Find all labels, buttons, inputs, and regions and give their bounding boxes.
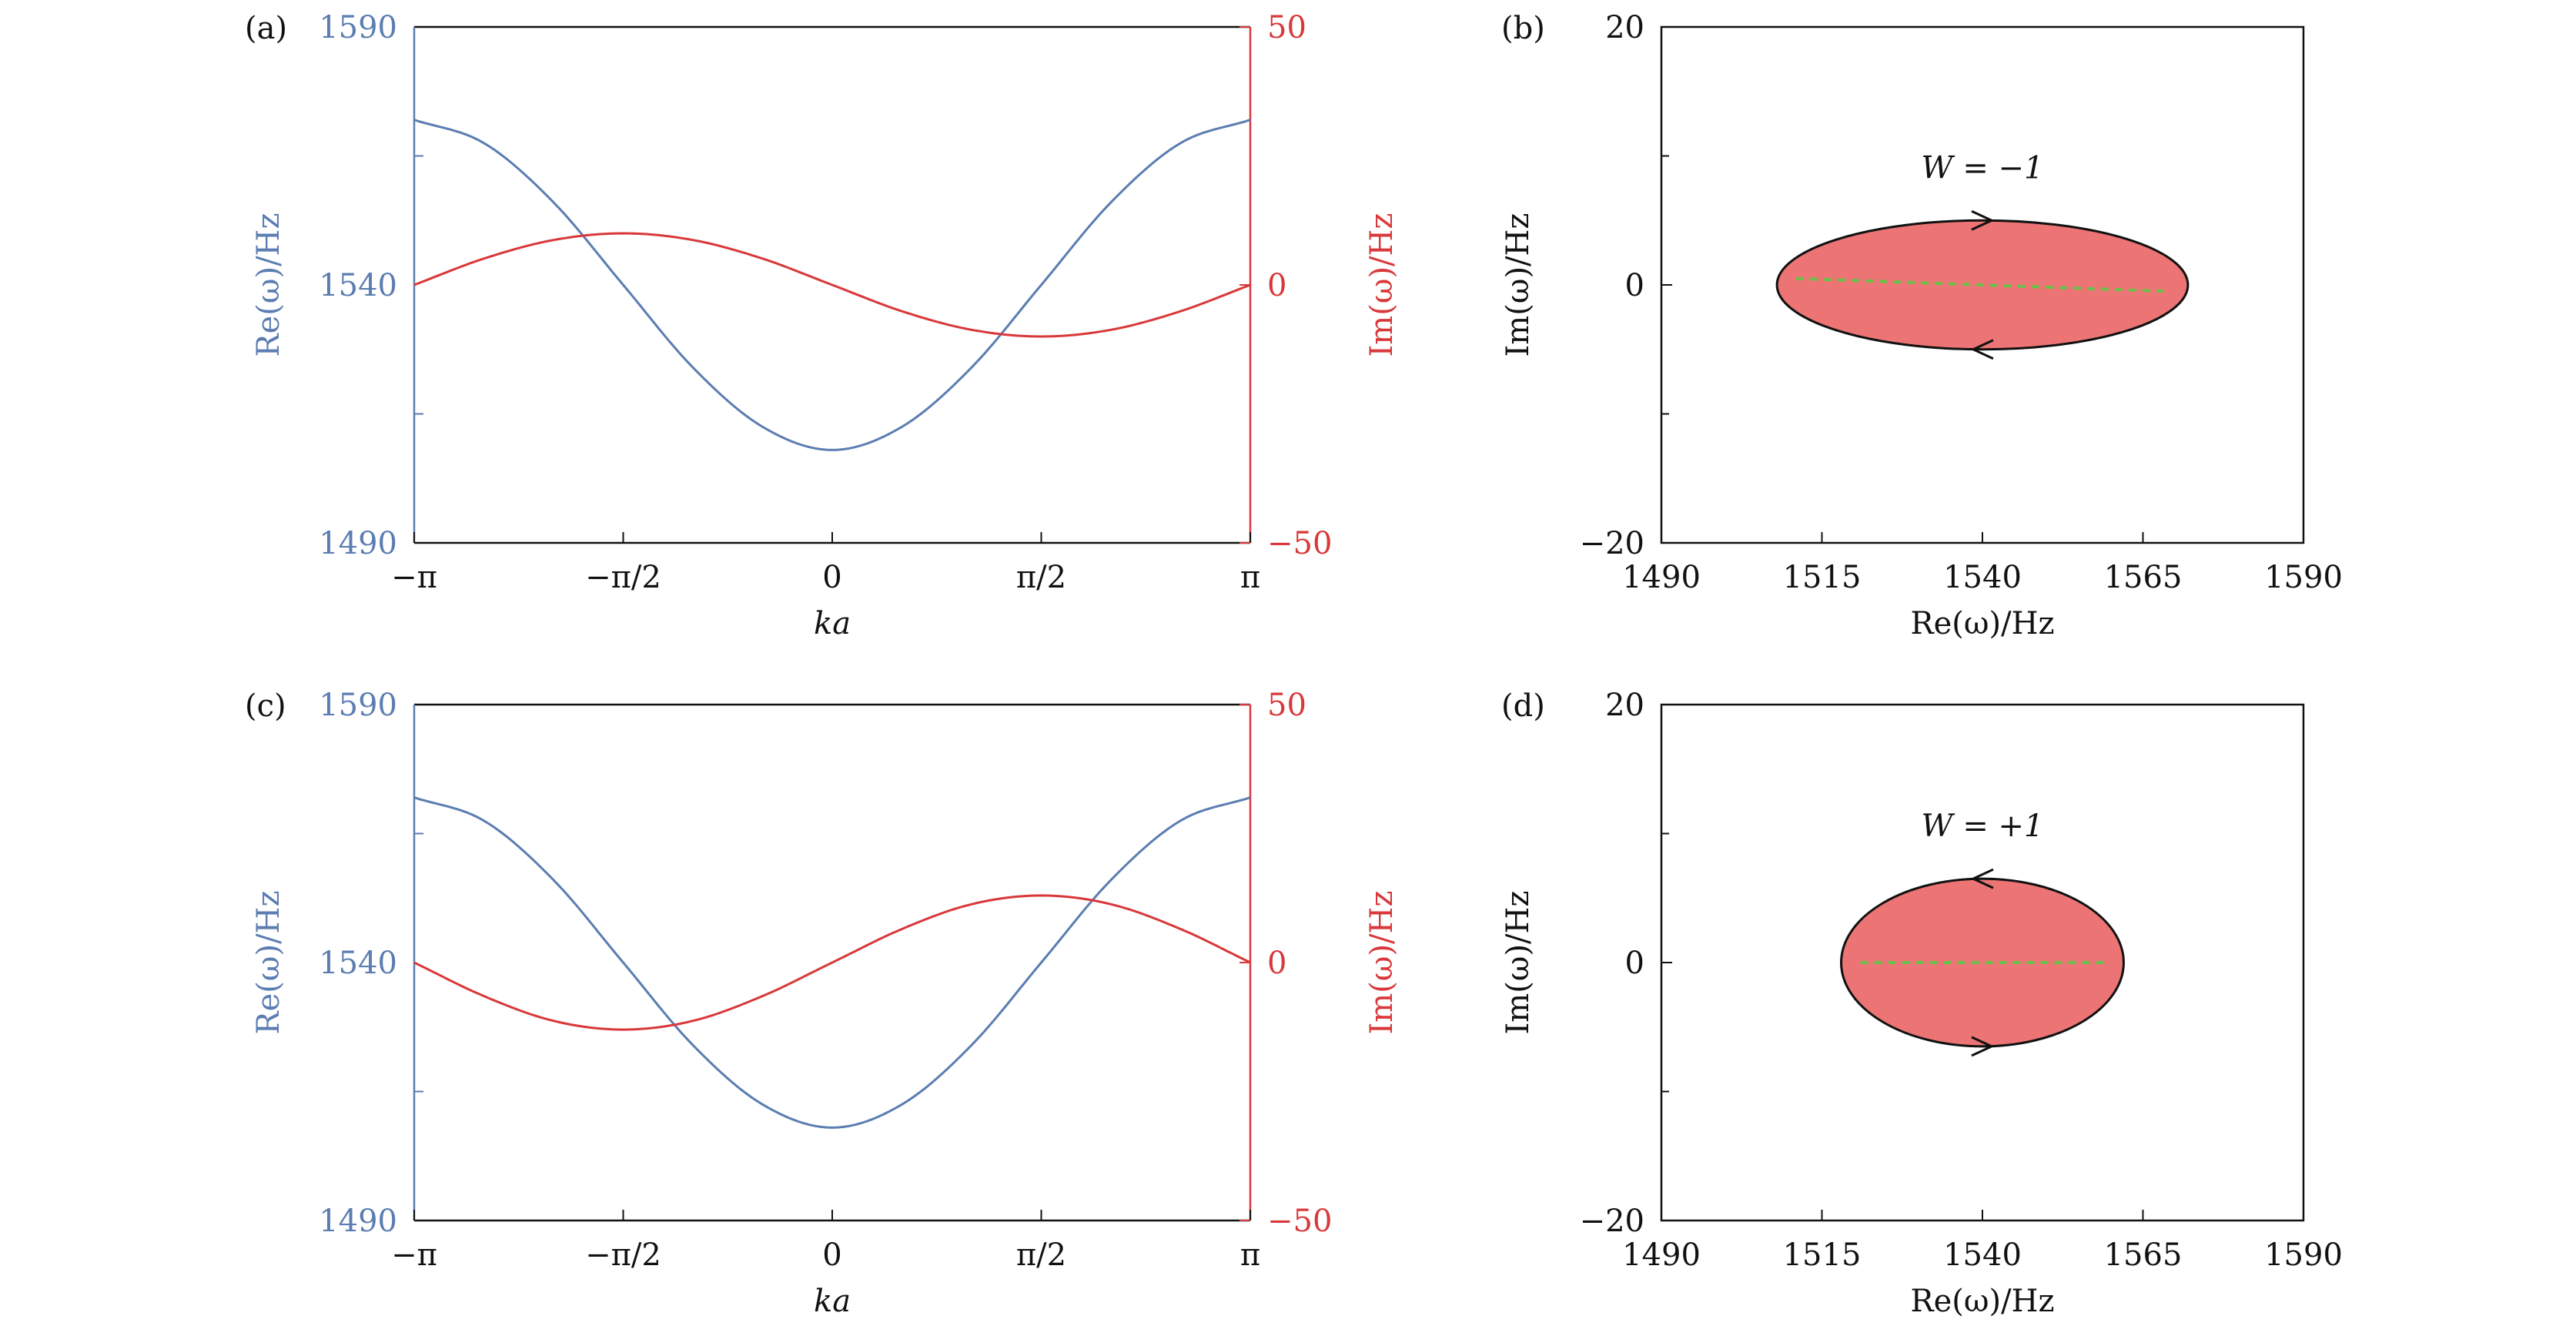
panel-label: (a) xyxy=(245,11,287,46)
x-tick-label: −π/2 xyxy=(585,1237,661,1273)
right-y-tick-label: 50 xyxy=(1267,688,1306,723)
left-y-axis-label: Re(ω)/Hz xyxy=(251,890,286,1034)
x-tick-label: −π/2 xyxy=(585,560,661,595)
x-tick-label: 0 xyxy=(822,1237,841,1273)
x-tick-label: 1590 xyxy=(2264,560,2343,595)
x-tick-label: 1565 xyxy=(2104,1237,2183,1273)
dashed-spectrum-segment xyxy=(1796,276,2169,293)
x-tick-label: −π xyxy=(391,1237,437,1273)
x-tick-label: 1515 xyxy=(1783,560,1862,595)
imag-part-curve xyxy=(413,894,1251,1031)
bottom-direction-arrow-icon xyxy=(1970,339,1994,360)
bottom-direction-arrow-icon xyxy=(1971,1036,1995,1057)
x-tick-label: 1490 xyxy=(1622,1237,1701,1273)
panel-a: −π −π/2 0 π/2 π 1590 1540 1490 50 0 −50 ka Re(ω)/Hz I… xyxy=(245,10,1400,641)
right-y-tick-label: −50 xyxy=(1267,1204,1332,1239)
left-y-tick-label: 1590 xyxy=(319,10,397,45)
y-tick-label: 0 xyxy=(1625,268,1644,303)
y-tick-label: −20 xyxy=(1580,526,1644,561)
x-tick-label: 1540 xyxy=(1943,1237,2022,1273)
left-y-tick-label: 1590 xyxy=(319,688,397,723)
x-tick-label: π xyxy=(1240,1237,1260,1273)
panel-label: (c) xyxy=(245,688,286,724)
top-direction-arrow-icon xyxy=(1971,209,1995,231)
x-tick-label: 1590 xyxy=(2264,1237,2343,1273)
y-axis-label: Im(ω)/Hz xyxy=(1500,891,1536,1035)
x-tick-label: π xyxy=(1240,560,1260,595)
left-y-tick-label: 1540 xyxy=(319,268,397,303)
x-axis-label: ka xyxy=(814,606,851,641)
right-y-tick-label: −50 xyxy=(1267,526,1332,561)
winding-number-label: W = −1 xyxy=(1921,150,2043,186)
y-tick-label: 0 xyxy=(1625,946,1644,981)
left-y-tick-label: 1540 xyxy=(319,946,397,981)
panel-label: (b) xyxy=(1501,11,1545,46)
x-tick-label: π/2 xyxy=(1016,1237,1066,1273)
y-tick-label: 20 xyxy=(1605,688,1644,723)
x-tick-label: 0 xyxy=(822,560,841,595)
left-y-axis-label: Re(ω)/Hz xyxy=(251,213,286,357)
panel-d: 1490 1515 1540 1565 1590 20 0 −20 Re(ω)/Hz Im(ω)/… xyxy=(1500,688,2343,1319)
x-tick-label: 1540 xyxy=(1943,560,2022,595)
x-axis-label: Re(ω)/Hz xyxy=(1910,606,2054,641)
x-tick-label: 1565 xyxy=(2104,560,2183,595)
right-y-axis-label: Im(ω)/Hz xyxy=(1364,891,1400,1035)
x-tick-label: π/2 xyxy=(1016,560,1066,595)
panel-b: 1490 1515 1540 1565 1590 20 0 −20 Re(ω)/Hz Im(ω)/… xyxy=(1500,10,2343,641)
panel-label: (d) xyxy=(1501,688,1545,724)
x-axis-label: ka xyxy=(814,1284,851,1319)
real-part-curve xyxy=(413,796,1251,1129)
panel-c: −π −π/2 0 π/2 π 1590 1540 1490 50 0 −50 ka Re(ω)/Hz I… xyxy=(245,688,1400,1319)
top-direction-arrow-icon xyxy=(1970,868,1994,889)
winding-loop xyxy=(1840,877,2125,1048)
real-part-curve xyxy=(413,119,1251,451)
left-y-tick-label: 1490 xyxy=(319,1204,397,1239)
imag-part-curve xyxy=(413,232,1251,338)
x-tick-label: −π xyxy=(391,560,437,595)
y-tick-label: −20 xyxy=(1580,1204,1644,1239)
winding-number-label: W = +1 xyxy=(1921,809,2043,844)
right-y-tick-label: 50 xyxy=(1267,10,1306,45)
right-y-axis-label: Im(ω)/Hz xyxy=(1364,213,1400,357)
x-axis-label: Re(ω)/Hz xyxy=(1910,1284,2054,1319)
x-tick-label: 1515 xyxy=(1783,1237,1862,1273)
y-axis-label: Im(ω)/Hz xyxy=(1500,213,1536,357)
right-y-tick-label: 0 xyxy=(1267,946,1286,981)
y-tick-label: 20 xyxy=(1605,10,1644,45)
left-y-tick-label: 1490 xyxy=(319,526,397,561)
x-tick-label: 1490 xyxy=(1622,560,1701,595)
right-y-tick-label: 0 xyxy=(1267,268,1286,303)
